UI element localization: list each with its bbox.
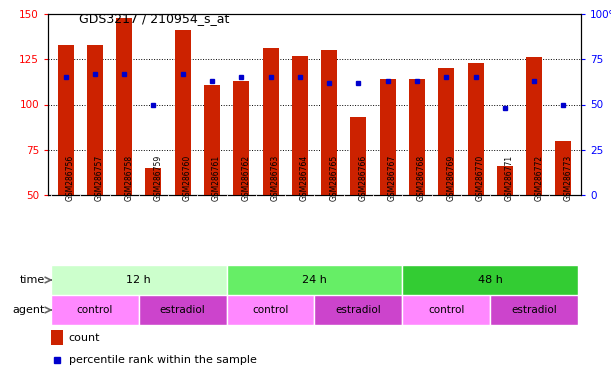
Bar (51, 265, 227, 295)
Bar (87, 45, 103, 195)
Text: GSM286762: GSM286762 (241, 154, 251, 200)
Bar (467, 63, 484, 195)
Text: percentile rank within the sample: percentile rank within the sample (68, 355, 257, 365)
Bar (175, 30, 191, 195)
Text: count: count (68, 333, 100, 343)
Text: GSM286764: GSM286764 (300, 154, 309, 200)
Bar (497, 166, 513, 195)
Bar (145, 168, 161, 195)
Bar (403, 265, 578, 295)
Text: control: control (76, 305, 113, 315)
Bar (57, 45, 73, 195)
Text: GSM286765: GSM286765 (329, 154, 338, 200)
Bar (350, 117, 367, 195)
Text: estradiol: estradiol (335, 305, 381, 315)
Text: 24 h: 24 h (302, 275, 327, 285)
Bar (555, 141, 571, 195)
Text: estradiol: estradiol (160, 305, 205, 315)
Bar (116, 18, 132, 195)
Bar (403, 295, 490, 325)
Bar (438, 68, 455, 195)
Bar (233, 81, 249, 195)
Text: agent: agent (13, 305, 45, 315)
Text: GSM286758: GSM286758 (124, 154, 133, 200)
Bar (409, 79, 425, 195)
Text: GSM286759: GSM286759 (153, 154, 163, 200)
Bar (51, 329, 63, 345)
Text: 48 h: 48 h (478, 275, 503, 285)
Bar (227, 265, 403, 295)
Bar (51, 295, 139, 325)
Bar (321, 50, 337, 195)
Text: estradiol: estradiol (511, 305, 557, 315)
Text: GSM286768: GSM286768 (417, 154, 426, 200)
Text: time: time (20, 275, 45, 285)
Bar (292, 56, 308, 195)
Bar (227, 295, 315, 325)
Bar (490, 295, 578, 325)
Text: GSM286772: GSM286772 (534, 154, 543, 200)
Text: GSM286757: GSM286757 (95, 154, 104, 200)
Text: GSM286769: GSM286769 (446, 154, 455, 200)
Text: GSM286763: GSM286763 (271, 154, 280, 200)
Text: GSM286770: GSM286770 (475, 154, 485, 200)
Text: control: control (428, 305, 464, 315)
Text: GSM286767: GSM286767 (388, 154, 397, 200)
Text: 12 h: 12 h (126, 275, 151, 285)
Bar (315, 295, 403, 325)
Text: GSM286771: GSM286771 (505, 154, 514, 200)
Bar (379, 79, 396, 195)
Text: GSM286756: GSM286756 (65, 154, 75, 200)
Bar (204, 84, 220, 195)
Text: GSM286773: GSM286773 (563, 154, 573, 200)
Text: GSM286760: GSM286760 (183, 154, 192, 200)
Text: GSM286761: GSM286761 (212, 154, 221, 200)
Bar (526, 58, 542, 195)
Bar (263, 48, 279, 195)
Bar (139, 295, 227, 325)
Text: GSM286766: GSM286766 (359, 154, 367, 200)
Text: GDS3217 / 210954_s_at: GDS3217 / 210954_s_at (79, 12, 229, 25)
Text: control: control (252, 305, 289, 315)
